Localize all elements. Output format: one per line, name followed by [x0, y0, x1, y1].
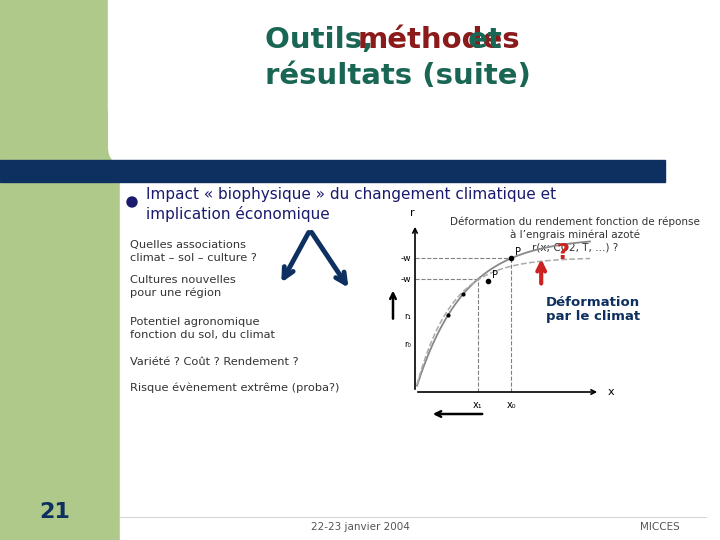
Text: P: P [492, 271, 498, 280]
Text: Potentiel agronomique: Potentiel agronomique [130, 317, 259, 327]
Text: méthodes: méthodes [358, 26, 521, 54]
Text: Cultures nouvelles: Cultures nouvelles [130, 275, 235, 285]
Text: r₀: r₀ [404, 340, 411, 349]
Text: P: P [516, 247, 521, 257]
Text: pour une région: pour une région [130, 288, 221, 298]
Text: et: et [458, 26, 502, 54]
Text: x₁: x₁ [473, 400, 482, 410]
Text: fonction du sol, du climat: fonction du sol, du climat [130, 330, 275, 340]
Text: x: x [608, 387, 615, 397]
Text: MICCES: MICCES [640, 522, 680, 532]
Circle shape [127, 197, 137, 207]
Bar [0, 0, 120, 540]
Text: Risque évènement extrême (proba?): Risque évènement extrême (proba?) [130, 383, 339, 393]
Text: Quelles associations: Quelles associations [130, 240, 246, 250]
Text: 22-23 janvier 2004: 22-23 janvier 2004 [310, 522, 410, 532]
Text: climat – sol – culture ?: climat – sol – culture ? [130, 253, 257, 263]
Text: Déformation du rendement fonction de réponse: Déformation du rendement fonction de rép… [450, 217, 700, 227]
Text: Variété ? Coût ? Rendement ?: Variété ? Coût ? Rendement ? [130, 357, 299, 367]
Bar [108, 0, 720, 110]
Text: r(x; CO2, T, …) ?: r(x; CO2, T, …) ? [532, 243, 618, 253]
Text: Outils,: Outils, [265, 26, 383, 54]
Text: par le climat: par le climat [546, 310, 640, 323]
Text: implication économique: implication économique [146, 206, 330, 222]
FancyBboxPatch shape [108, 0, 720, 165]
Bar [0, 160, 665, 182]
Text: résultats (suite): résultats (suite) [265, 62, 531, 90]
Text: r₁: r₁ [404, 312, 411, 321]
Text: à l’engrais minéral azoté: à l’engrais minéral azoté [510, 230, 640, 240]
Text: Impact « biophysique » du changement climatique et: Impact « biophysique » du changement cli… [146, 186, 556, 201]
Text: Déformation: Déformation [546, 296, 640, 309]
Text: -w: -w [400, 254, 411, 263]
Text: ?: ? [557, 244, 569, 264]
Text: r: r [410, 208, 414, 218]
Text: 21: 21 [40, 502, 71, 522]
Text: x₀: x₀ [506, 400, 516, 410]
Text: -w: -w [400, 275, 411, 284]
Bar [120, 0, 720, 540]
